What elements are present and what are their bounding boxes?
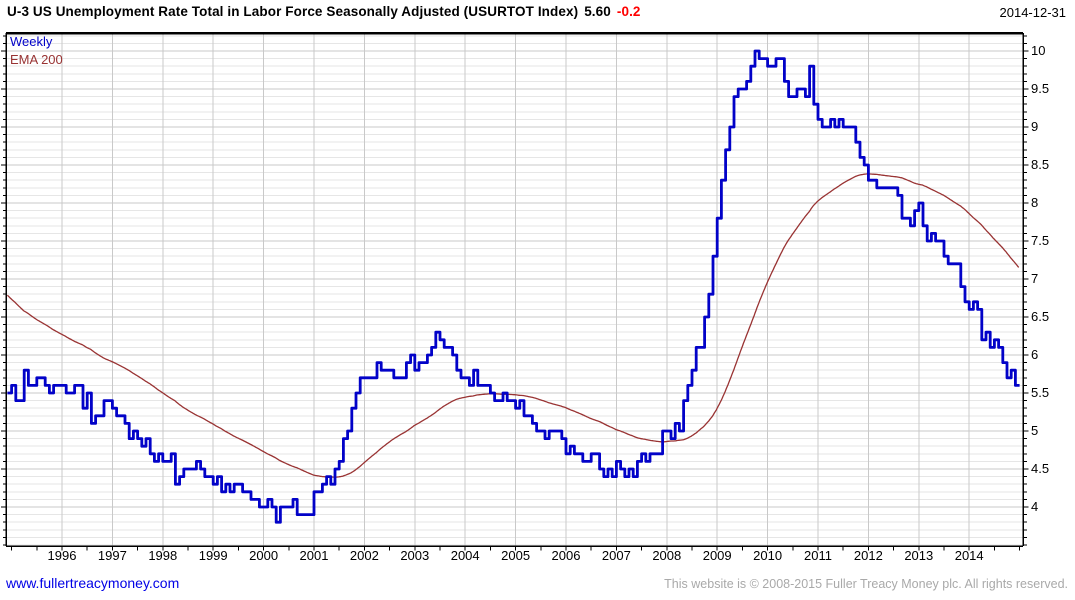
y-tick-label: 8.5 (1031, 157, 1050, 172)
x-tick-label: 2002 (349, 548, 379, 563)
x-tick-label: 2013 (904, 548, 934, 563)
ema-200-line (6, 173, 1020, 478)
change-value: -0.2 (616, 4, 641, 19)
x-tick-label: 2011 (804, 548, 832, 563)
y-tick-label: 9 (1031, 119, 1039, 134)
x-tick-label: 2012 (853, 548, 883, 563)
report-date: 2014-12-31 (999, 5, 1067, 20)
legend-weekly-label: Weekly (10, 34, 53, 49)
x-tick-label: 2001 (299, 548, 329, 563)
x-tick-label: 2005 (501, 548, 531, 563)
x-tick-label: 2006 (551, 548, 581, 563)
x-tick-label: 2004 (450, 548, 480, 563)
x-tick-label: 1998 (148, 548, 178, 563)
title-bar: U-3 US Unemployment Rate Total in Labor … (7, 4, 641, 19)
x-tick-label: 1997 (97, 548, 127, 563)
y-tick-label: 7 (1031, 271, 1039, 286)
x-tick-label: 2003 (400, 548, 430, 563)
y-tick-label: 4 (1031, 499, 1039, 514)
y-tick-label: 10 (1031, 43, 1046, 58)
x-tick-label: 2010 (753, 548, 783, 563)
last-value: 5.60 (584, 4, 611, 19)
y-tick-label: 5 (1031, 423, 1039, 438)
y-tick-label: 7.5 (1031, 233, 1050, 248)
y-tick-label: 6 (1031, 347, 1039, 362)
y-tick-label: 4.5 (1031, 461, 1050, 476)
x-tick-label: 1999 (198, 548, 228, 563)
y-tick-label: 6.5 (1031, 309, 1050, 324)
y-tick-label: 5.5 (1031, 385, 1050, 400)
x-tick-label: 1996 (47, 548, 77, 563)
x-tick-label: 2008 (652, 548, 682, 563)
x-tick-label: 2009 (702, 548, 732, 563)
y-tick-label: 8 (1031, 195, 1039, 210)
legend-ema-label: EMA 200 (10, 52, 63, 67)
x-tick-label: 2014 (954, 548, 984, 563)
x-tick-label: 2000 (249, 548, 279, 563)
footer-link[interactable]: www.fullertreacymoney.com (6, 575, 180, 591)
x-tick-label: 2007 (601, 548, 631, 563)
weekly-line (7, 49, 1020, 524)
chart-title: U-3 US Unemployment Rate Total in Labor … (7, 4, 579, 19)
y-tick-label: 9.5 (1031, 81, 1050, 96)
copyright-text: This website is © 2008-2015 Fuller Treac… (664, 577, 1068, 591)
